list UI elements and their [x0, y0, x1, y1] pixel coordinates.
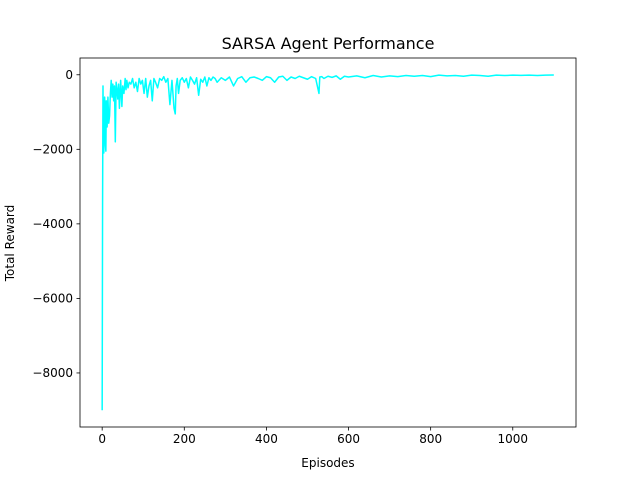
y-tick-label: −6000 [32, 291, 73, 305]
x-tick-label: 0 [98, 432, 106, 446]
x-tick-label: 800 [419, 432, 442, 446]
x-tick-label: 200 [173, 432, 196, 446]
x-axis-label: Episodes [301, 456, 354, 470]
y-tick-label: 0 [65, 68, 73, 82]
chart-title: SARSA Agent Performance [222, 34, 435, 53]
x-tick-label: 400 [255, 432, 278, 446]
y-axis-label: Total Reward [3, 205, 17, 283]
x-tick-label: 1000 [497, 432, 528, 446]
series-line-0 [101, 74, 554, 411]
plot-frame [79, 57, 577, 428]
x-tick-label: 600 [337, 432, 360, 446]
y-tick-label: −2000 [32, 142, 73, 156]
y-tick-label: −4000 [32, 217, 73, 231]
y-tick-label: −8000 [32, 366, 73, 380]
plot-area: 0 200 400 600 800 1000 −8000 −6000 −4000 −2000 0 [32, 57, 577, 446]
